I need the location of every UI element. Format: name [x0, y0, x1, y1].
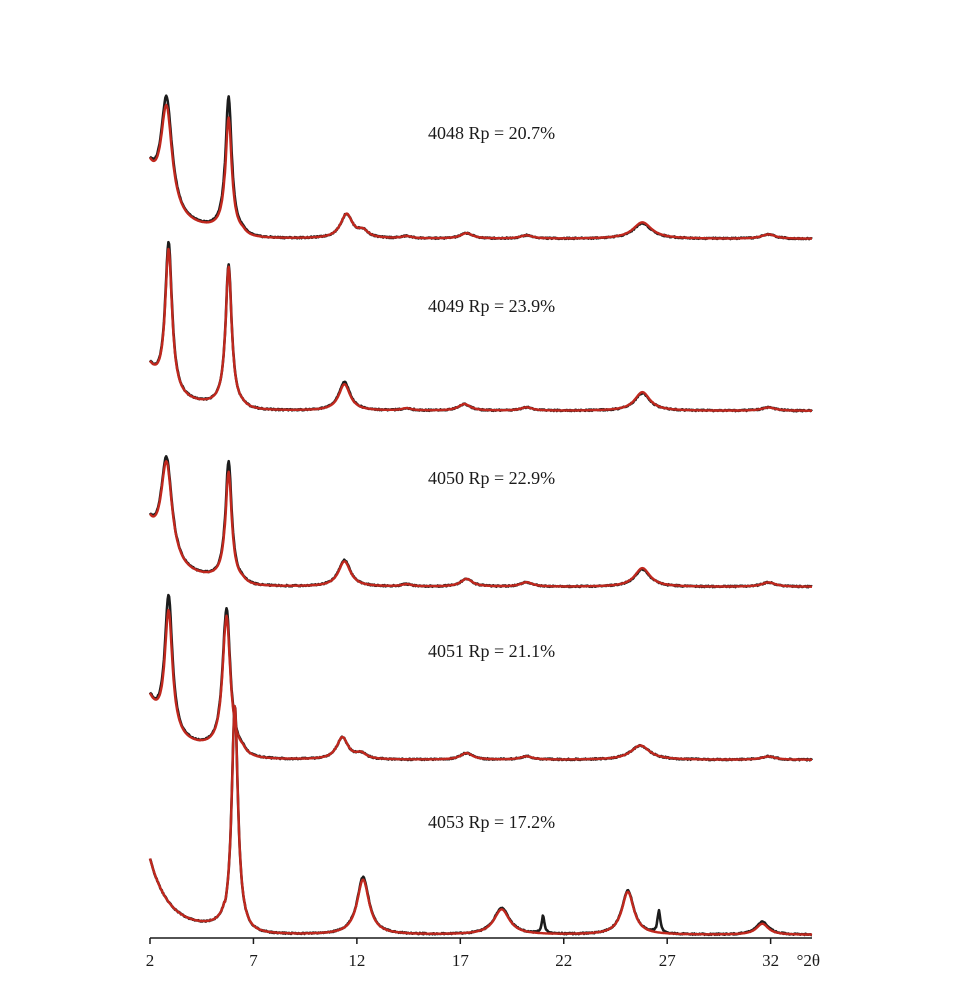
panel-label: 4053 Rp = 17.2%: [428, 812, 555, 832]
panel-label: 4048 Rp = 20.7%: [428, 123, 555, 143]
panel-label: 4051 Rp = 21.1%: [428, 641, 555, 661]
panel-label: 4049 Rp = 23.9%: [428, 296, 555, 316]
calculated-trace-5: [148, 704, 813, 936]
x-tick-label: 7: [249, 951, 258, 970]
pattern-traces: [148, 94, 814, 937]
x-tick-label: 12: [348, 951, 365, 970]
calculated-trace-4: [148, 608, 813, 761]
observed-trace-4: [148, 593, 814, 762]
x-axis-ticks: 2 7 12 17 22 27 32: [146, 938, 779, 970]
x-tick-label: 22: [555, 951, 572, 970]
x-tick-label: 32: [762, 951, 779, 970]
observed-trace-2: [148, 240, 813, 413]
calculated-trace-3: [149, 460, 813, 588]
x-tick-label: 17: [452, 951, 470, 970]
calculated-trace-2: [149, 247, 813, 412]
panel-label: 4050 Rp = 22.9%: [428, 468, 555, 488]
x-tick-label: 27: [659, 951, 677, 970]
calculated-trace-1: [148, 103, 813, 240]
x-tick-label: 2: [146, 951, 155, 970]
observed-trace-1: [149, 94, 813, 241]
x-axis-unit-label: °2θ: [797, 951, 820, 970]
panel-labels: 4048 Rp = 20.7% 4049 Rp = 23.9% 4050 Rp = …: [428, 123, 555, 832]
